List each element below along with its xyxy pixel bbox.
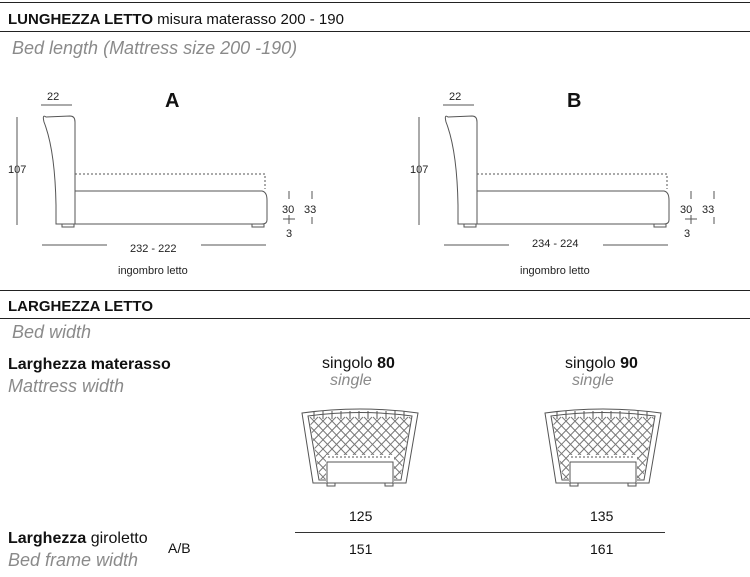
divider	[0, 2, 750, 3]
headboard-depth: 22	[449, 91, 462, 103]
column-label: singolo 90	[565, 355, 638, 372]
feet-height: 3	[684, 228, 691, 240]
frame-width-label: Larghezza giroletto	[8, 530, 148, 547]
bed-side-drawing	[418, 104, 715, 246]
diagram-caption: ingombro letto	[118, 265, 188, 277]
mattress-width-label-en: Mattress width	[8, 376, 125, 396]
divider	[0, 31, 750, 32]
frame-width-value: 161	[590, 541, 614, 557]
column-label-en: single	[572, 372, 614, 389]
bed-side-drawing	[16, 104, 313, 246]
mattress-width-value: 125	[349, 508, 373, 524]
width-subtitle: Bed width	[12, 322, 92, 342]
mattress-width-value: 135	[590, 508, 614, 524]
frame-height: 30	[680, 204, 693, 216]
column-label-en: single	[330, 372, 372, 389]
divider	[0, 290, 750, 291]
total-height: 33	[304, 204, 317, 216]
frame-height: 30	[282, 204, 295, 216]
frame-width-label-en: Bed frame width	[8, 550, 139, 570]
feet-height: 3	[286, 228, 293, 240]
mattress-width-label: Larghezza materasso	[8, 356, 171, 373]
diagram-letter: A	[165, 90, 180, 112]
diagram-caption: ingombro letto	[520, 265, 590, 277]
column-label: singolo 80	[322, 355, 395, 372]
bed-length: 234 - 224	[532, 238, 579, 250]
divider	[0, 318, 750, 319]
total-height: 33	[702, 204, 715, 216]
diagram-letter: B	[567, 90, 582, 112]
bed-length: 232 - 222	[130, 243, 177, 255]
length-subtitle: Bed length (Mattress size 200 -190)	[12, 38, 298, 58]
frame-width-suffix: A/B	[168, 540, 191, 556]
divider	[295, 532, 665, 533]
width-title: LARGHEZZA LETTO	[8, 298, 153, 315]
headboard-depth: 22	[47, 91, 60, 103]
frame-width-value: 151	[349, 541, 373, 557]
bed-front-drawing	[301, 408, 419, 487]
length-title: LUNGHEZZA LETTO misura materasso 200 - 1…	[8, 11, 344, 28]
bed-front-drawing	[544, 408, 662, 487]
